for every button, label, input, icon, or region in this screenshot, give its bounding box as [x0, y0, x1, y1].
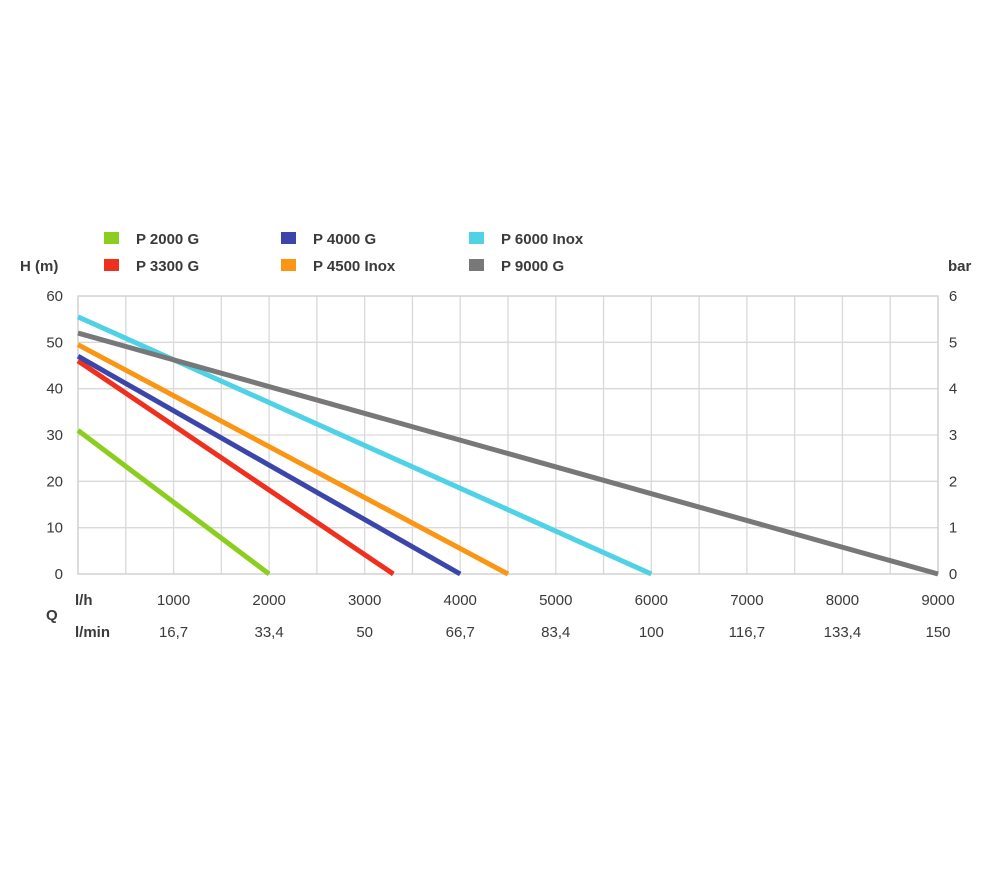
x-tick-label-lh: 1000	[157, 592, 190, 609]
x-tick-label-lmin: 100	[639, 624, 664, 641]
y-right-tick-label: 3	[949, 427, 957, 444]
x-tick-label-lmin: 133,4	[824, 624, 862, 641]
x-tick-label-lmin: 150	[925, 624, 950, 641]
y-right-tick-label: 2	[949, 473, 957, 490]
y-right-tick-label: 0	[949, 566, 957, 583]
x-tick-label-lmin: 16,7	[159, 624, 188, 641]
x-tick-label-lmin: 33,4	[255, 624, 284, 641]
legend: P 2000 G P 3300 G P 4000 G P 4500 Inox P 600…	[104, 231, 584, 275]
legend-label-p-4500-inox: P 4500 Inox	[313, 258, 396, 275]
legend-swatch-p-3300-g	[104, 259, 119, 271]
legend-label-p-4000-g: P 4000 G	[313, 231, 376, 248]
legend-swatch-p-6000-inox	[469, 232, 484, 244]
y-left-axis-label: H (m)	[20, 258, 58, 275]
q-axis-label: Q	[46, 607, 58, 624]
legend-label-p-3300-g: P 3300 G	[136, 258, 199, 275]
y-right-axis-label: bar	[948, 258, 972, 275]
x-tick-label-lmin: 116,7	[729, 624, 765, 641]
y-right-tick-label: 4	[949, 381, 957, 398]
y-left-tick-label: 60	[46, 288, 63, 305]
x-tick-label-lh: 4000	[444, 592, 477, 609]
y-left-tick-label: 30	[46, 427, 63, 444]
legend-swatch-p-9000-g	[469, 259, 484, 271]
x-tick-label-lmin: 50	[356, 624, 373, 641]
y-right-tick-label: 5	[949, 334, 957, 351]
x-tick-label-lh: 9000	[921, 592, 954, 609]
x-tick-label-lh: 8000	[826, 592, 859, 609]
legend-label-p-9000-g: P 9000 G	[501, 258, 564, 275]
x-tick-label-lmin: 83,4	[541, 624, 570, 641]
x-tick-label-lh: 5000	[539, 592, 572, 609]
series-line-p-4500-inox	[76, 342, 510, 577]
legend-swatch-p-4000-g	[281, 232, 296, 244]
x-row1-unit-label: l/h	[75, 592, 93, 609]
series-line-p-4000-g	[76, 354, 462, 577]
y-left-tick-label: 10	[46, 520, 63, 537]
legend-swatch-p-2000-g	[104, 232, 119, 244]
legend-label-p-6000-inox: P 6000 Inox	[501, 231, 584, 248]
y-right-tick-label: 6	[949, 288, 957, 305]
series-line-p-3300-g	[76, 358, 395, 577]
legend-label-p-2000-g: P 2000 G	[136, 231, 199, 248]
y-left-tick-label: 0	[55, 566, 63, 583]
series-line-p-2000-g	[76, 428, 271, 576]
tick-labels: 0 10 20 30 40 50 60 0 1 2 3 4 5 6 1000 2000 3000 4000 5000…	[46, 288, 957, 641]
series-lines	[76, 314, 939, 577]
x-tick-label-lh: 6000	[635, 592, 668, 609]
legend-swatch-p-4500-inox	[281, 259, 296, 271]
x-tick-label-lh: 3000	[348, 592, 381, 609]
y-left-tick-label: 20	[46, 473, 63, 490]
x-row2-unit-label: l/min	[75, 624, 110, 641]
y-left-tick-label: 50	[46, 334, 63, 351]
y-right-tick-label: 1	[949, 520, 957, 537]
x-tick-label-lmin: 66,7	[446, 624, 475, 641]
x-tick-label-lh: 2000	[252, 592, 285, 609]
series-line-p-9000-g	[77, 330, 939, 577]
grid	[77, 295, 939, 575]
y-left-tick-label: 40	[46, 381, 63, 398]
x-tick-label-lh: 7000	[730, 592, 763, 609]
